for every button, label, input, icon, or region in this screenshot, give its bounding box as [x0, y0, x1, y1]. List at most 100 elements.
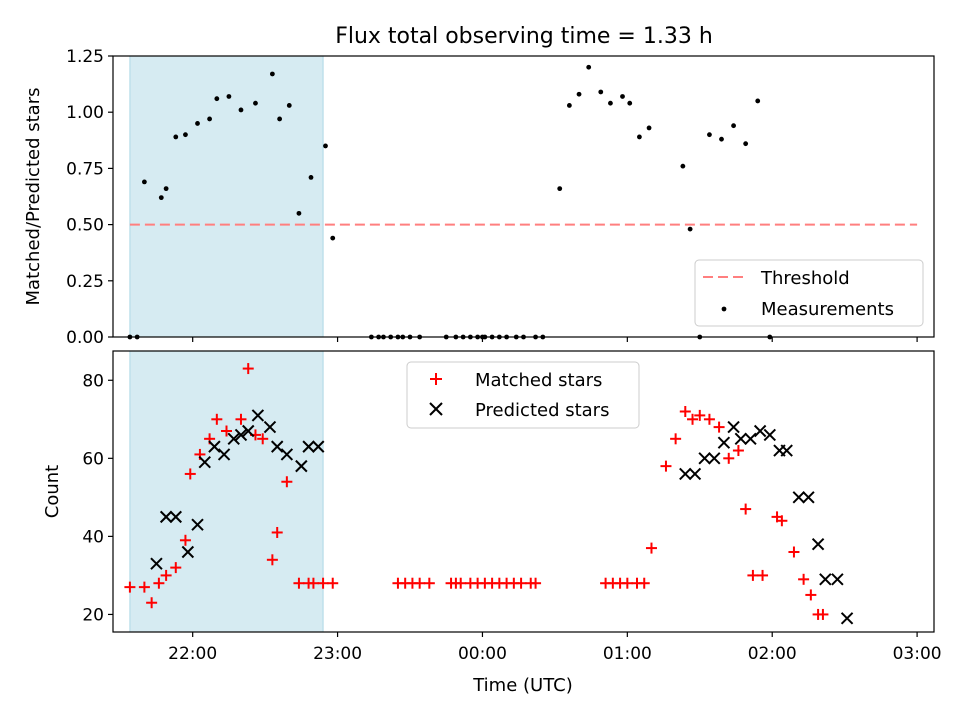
x-tick-label: 03:00: [893, 644, 942, 664]
top-y-ticks: 0.00 0.25 0.50 0.75 1.00 1.25: [66, 47, 113, 348]
predicted-star-point: [819, 573, 832, 586]
data-point: [158, 195, 164, 201]
y-tick-label: 1.00: [66, 103, 104, 123]
predicted-star-point: [792, 491, 805, 504]
data-point: [226, 94, 232, 99]
matched-star-point: [146, 597, 158, 609]
matched-star-point: [266, 554, 278, 566]
matched-star-point: [687, 413, 699, 425]
data-point: [253, 100, 258, 106]
matched-star-point: [703, 413, 715, 425]
predicted-star-point: [263, 420, 277, 434]
matched-star-point: [788, 546, 800, 558]
predicted-star-point: [763, 428, 777, 442]
top-highlight-span: [129, 55, 324, 338]
predicted-star-point: [198, 456, 211, 469]
matched-star-point: [160, 569, 172, 581]
predicted-star-point: [302, 440, 315, 453]
matched-star-point: [307, 577, 319, 589]
matched-star-point: [670, 433, 682, 445]
data-point: [598, 89, 604, 95]
legend-predicted-swatch: [429, 402, 443, 416]
predicted-star-point: [734, 432, 748, 446]
y-tick-label: 0.25: [66, 272, 104, 292]
data-point: [163, 186, 169, 192]
data-point: [627, 100, 633, 106]
matched-star-point: [170, 562, 182, 574]
data-point: [195, 121, 200, 126]
predicted-star-point: [744, 432, 757, 446]
data-point: [214, 96, 220, 102]
matched-star-point: [153, 577, 165, 589]
bottom-axes-frame: [112, 350, 935, 633]
matched-star-point: [242, 363, 254, 375]
predicted-star-point: [831, 573, 844, 586]
bottom-highlight-span: [129, 350, 324, 633]
matched-star-point: [257, 433, 269, 445]
predicted-star-point: [717, 436, 731, 449]
predicted-star-point: [191, 518, 204, 531]
data-point: [238, 107, 244, 113]
matched-star-point: [414, 577, 426, 589]
matched-star-point: [660, 460, 672, 472]
matched-star-point: [694, 409, 706, 421]
matched-star-point: [271, 526, 283, 538]
bottom-y-axis-label: Count: [42, 465, 63, 518]
predicted-star-point: [227, 432, 240, 446]
data-point: [646, 125, 652, 131]
matched-star-point: [317, 577, 329, 589]
top-legend-box: [694, 259, 924, 327]
top-legend: Threshold Measurements: [694, 259, 924, 327]
predicted-star-point: [181, 545, 195, 559]
data-point: [296, 210, 302, 216]
x-tick-label: 00:00: [458, 644, 507, 664]
data-point: [620, 94, 625, 99]
predicted-star-point: [753, 424, 767, 438]
x-axis-label: Time (UTC): [472, 675, 573, 696]
data-point: [207, 116, 212, 122]
matched-star-point: [281, 476, 293, 488]
data-point: [586, 64, 592, 70]
matched-star-point: [211, 413, 223, 425]
data-point: [719, 136, 724, 142]
x-tick-label: 02:00: [748, 644, 797, 664]
legend-matched-label: Matched stars: [475, 370, 602, 391]
data-point: [731, 123, 736, 129]
matched-star-point: [817, 608, 829, 620]
matched-star-point: [798, 573, 810, 585]
x-tick-label: 23:00: [313, 644, 362, 664]
predicted-star-point: [242, 424, 255, 438]
x-tick-label: 01:00: [603, 644, 652, 664]
data-point: [323, 143, 328, 149]
matched-star-point: [723, 452, 735, 464]
predicted-star-point: [708, 452, 721, 465]
data-point: [755, 98, 761, 104]
y-tick-label: 0.00: [66, 328, 104, 348]
bottom-x-ticks: 22:00 23:00 00:00 01:00 02:00 03:00: [168, 632, 942, 664]
top-panel: 0.00 0.25 0.50 0.75 1.00 1.25 Matched/Predict…: [23, 47, 935, 348]
data-point: [286, 103, 292, 108]
matched-star-point: [138, 581, 150, 593]
data-point: [637, 134, 642, 140]
data-point: [576, 91, 582, 97]
legend-measurements-swatch: [721, 306, 727, 312]
top-y-axis-label: Matched/Predicted stars: [23, 88, 44, 306]
matched-star-point: [621, 577, 633, 589]
matched-star-point: [179, 534, 191, 546]
predicted-star-point: [150, 557, 163, 570]
top-axes-frame: [112, 55, 935, 338]
y-tick-label: 40: [82, 527, 104, 547]
matched-star-point: [220, 425, 232, 437]
bottom-data-points: [124, 363, 854, 625]
matched-star-point: [805, 589, 817, 601]
matched-star-point: [740, 503, 752, 515]
y-tick-label: 0.50: [66, 216, 104, 236]
predicted-star-point: [679, 467, 692, 481]
bottom-y-ticks: 20 40 60 80: [82, 371, 113, 625]
matched-star-point: [747, 569, 759, 581]
matched-star-point: [757, 569, 769, 581]
data-point: [608, 100, 613, 106]
legend-threshold-label: Threshold: [760, 268, 850, 289]
y-tick-label: 60: [82, 449, 104, 469]
